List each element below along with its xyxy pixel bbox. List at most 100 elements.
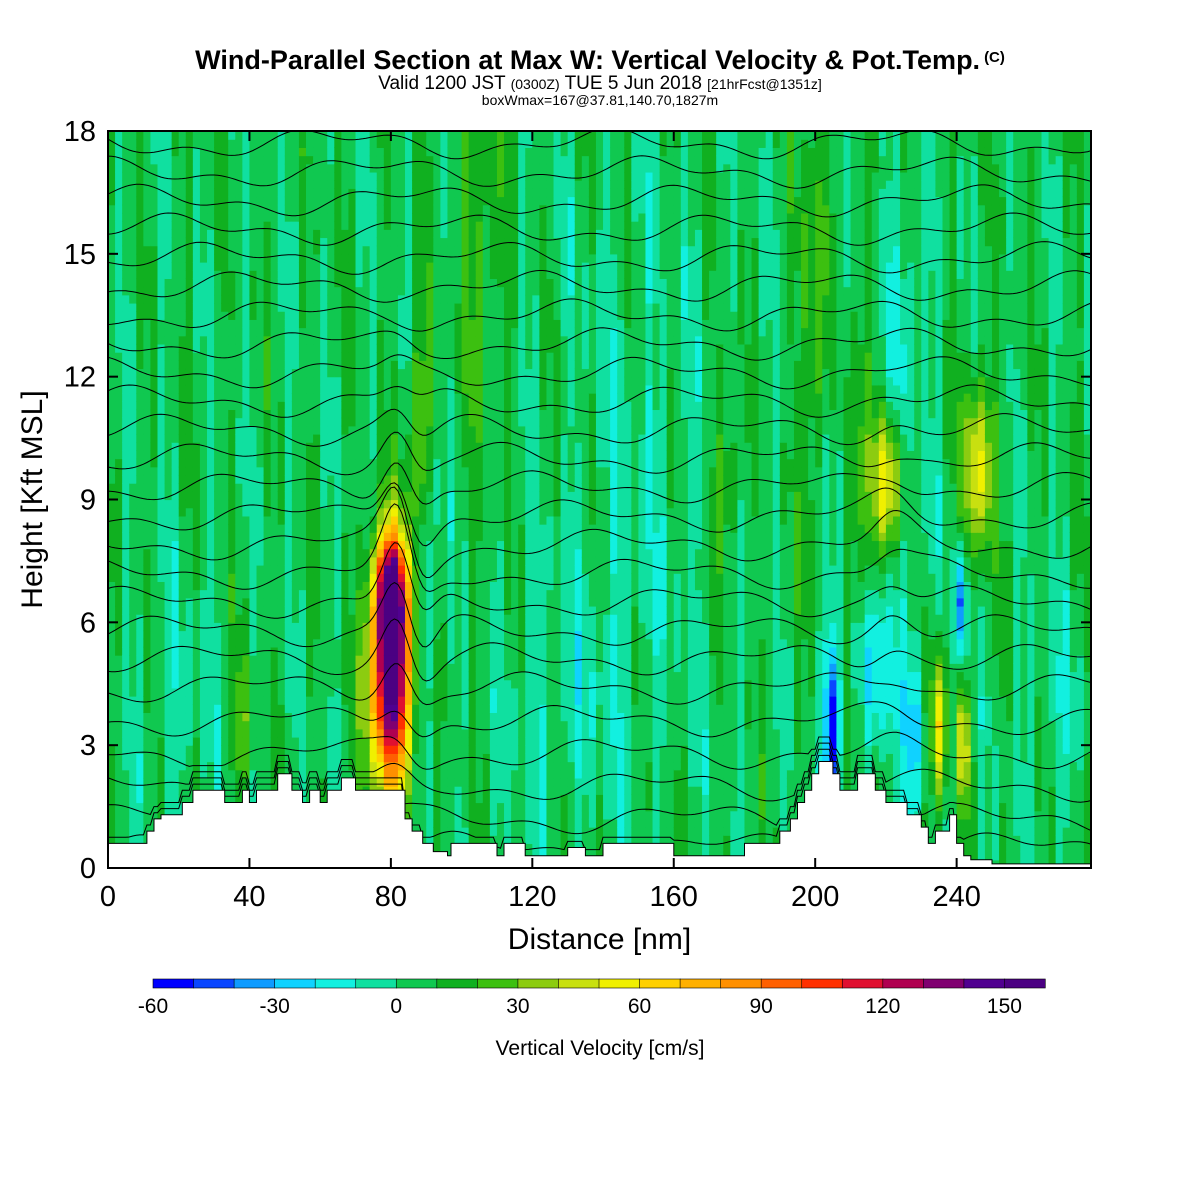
velocity-cell (327, 319, 335, 329)
velocity-cell (306, 327, 314, 337)
velocity-cell (489, 736, 498, 746)
velocity-cell (256, 212, 265, 222)
velocity-cell (214, 491, 222, 501)
velocity-cell (249, 343, 258, 353)
velocity-cell (468, 327, 477, 337)
velocity-cell (136, 835, 144, 845)
velocity-cell (405, 319, 413, 329)
velocity-cell (291, 319, 300, 329)
velocity-cell (440, 229, 449, 239)
velocity-cell (178, 204, 187, 214)
velocity-cell (235, 761, 243, 771)
velocity-cell (284, 655, 293, 664)
velocity-cell (419, 409, 427, 419)
velocity-cell (475, 311, 484, 320)
velocity-cell (298, 237, 307, 247)
velocity-cell (419, 646, 427, 656)
velocity-cell (383, 515, 392, 525)
velocity-cell (136, 802, 144, 812)
velocity-cell (383, 671, 392, 681)
velocity-cell (447, 696, 456, 705)
velocity-cell (461, 221, 470, 230)
velocity-cell (419, 433, 427, 443)
velocity-cell (468, 761, 477, 771)
velocity-cell (334, 278, 342, 288)
velocity-cell (433, 704, 441, 714)
velocity-cell (433, 777, 441, 787)
velocity-cell (207, 425, 215, 435)
velocity-cell (256, 237, 265, 247)
velocity-cell (433, 180, 441, 189)
velocity-cell (426, 466, 434, 476)
velocity-cell (376, 212, 385, 222)
velocity-cell (221, 745, 229, 754)
velocity-cell (277, 515, 286, 525)
velocity-cell (412, 442, 420, 451)
velocity-cell (122, 573, 130, 582)
velocity-cell (256, 376, 265, 386)
velocity-cell (489, 401, 498, 411)
velocity-cell (199, 524, 208, 533)
velocity-cell (115, 565, 123, 574)
velocity-cell (369, 491, 378, 501)
velocity-cell (192, 524, 201, 533)
velocity-cell (270, 474, 279, 484)
velocity-cell (143, 327, 152, 337)
velocity-cell (157, 229, 166, 239)
velocity-cell (129, 163, 137, 173)
velocity-cell (341, 262, 350, 271)
velocity-cell (313, 384, 321, 394)
velocity-cell (489, 491, 498, 501)
velocity-cell (327, 696, 335, 705)
velocity-cell (475, 794, 484, 804)
velocity-cell (249, 433, 258, 443)
velocity-cell (277, 196, 286, 206)
velocity-cell (454, 270, 463, 279)
velocity-cell (136, 794, 144, 804)
velocity-cell (221, 253, 229, 263)
velocity-cell (383, 597, 392, 607)
velocity-cell (419, 605, 427, 615)
velocity-cell (249, 491, 258, 501)
velocity-cell (185, 212, 194, 222)
velocity-cell (263, 229, 272, 239)
velocity-cell (192, 696, 201, 705)
velocity-cell (150, 704, 159, 714)
velocity-cell (192, 753, 201, 763)
velocity-cell (390, 638, 399, 648)
velocity-cell (313, 728, 321, 738)
velocity-cell (263, 581, 272, 591)
velocity-cell (433, 253, 441, 263)
velocity-cell (199, 712, 208, 722)
velocity-cell (164, 466, 173, 476)
velocity-cell (489, 524, 498, 533)
velocity-cell (298, 646, 307, 656)
velocity-cell (214, 565, 222, 574)
velocity-cell (426, 163, 434, 173)
velocity-cell (306, 573, 314, 582)
velocity-cell (136, 196, 144, 206)
velocity-cell (334, 245, 342, 255)
velocity-cell (115, 384, 123, 394)
velocity-cell (157, 556, 166, 566)
velocity-cell (348, 638, 357, 648)
velocity-cell (171, 343, 180, 353)
velocity-cell (136, 131, 144, 140)
velocity-cell (447, 712, 456, 722)
velocity-cell (475, 532, 484, 542)
velocity-cell (426, 237, 434, 247)
velocity-cell (143, 409, 152, 419)
velocity-cell (341, 704, 350, 714)
velocity-cell (447, 131, 456, 140)
velocity-cell (284, 761, 293, 771)
velocity-cell (284, 237, 293, 247)
velocity-cell (376, 352, 385, 361)
velocity-cell (277, 442, 286, 451)
velocity-cell (171, 597, 180, 607)
velocity-cell (489, 671, 498, 681)
velocity-cell (489, 605, 498, 615)
velocity-cell (228, 728, 236, 738)
velocity-cell (482, 687, 491, 697)
velocity-cell (136, 368, 144, 378)
velocity-cell (440, 368, 449, 378)
